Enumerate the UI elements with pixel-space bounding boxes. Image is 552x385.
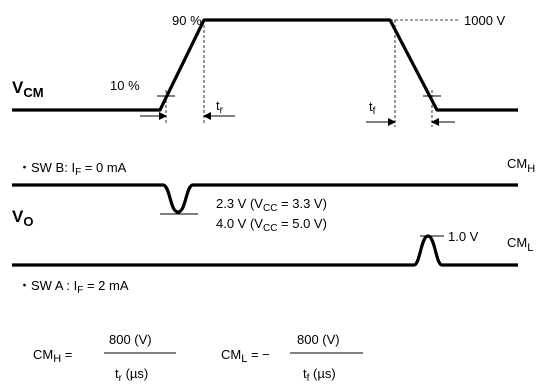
label-1000v: 1000 V <box>464 13 506 28</box>
label-10pct: 10 % <box>110 78 140 93</box>
swa-label: ・SW A : IF = 2 mA <box>18 278 129 296</box>
label-90pct: 90 % <box>172 13 202 28</box>
formula-cmh-num: 800 (V) <box>109 332 152 347</box>
threshold-5v: 4.0 V (VCC = 5.0 V) <box>216 216 327 234</box>
vcm-waveform <box>12 18 518 112</box>
vo-cml-waveform <box>12 234 518 267</box>
threshold-3v3: 2.3 V (VCC = 3.3 V) <box>216 196 327 214</box>
vo-label: VO <box>12 207 33 229</box>
formula-cml-lhs: CML = − <box>221 347 270 365</box>
cml-label: CML <box>507 235 533 254</box>
vo-cmh-waveform <box>12 183 518 214</box>
cmh-label: CMH <box>507 156 535 175</box>
formula-cml-num: 800 (V) <box>297 332 340 347</box>
formula-cmh-lhs: CMH = <box>33 347 72 365</box>
vcm-label: VCM <box>12 78 44 100</box>
formula-cmh-den: tr (µs) <box>115 366 148 384</box>
peak-1v: 1.0 V <box>448 229 479 244</box>
swb-label: ・SW B: IF = 0 mA <box>18 160 127 178</box>
formula-cml-den: tf (µs) <box>303 366 336 384</box>
label-tf: tf <box>369 99 376 117</box>
label-tr: tr <box>216 98 224 116</box>
